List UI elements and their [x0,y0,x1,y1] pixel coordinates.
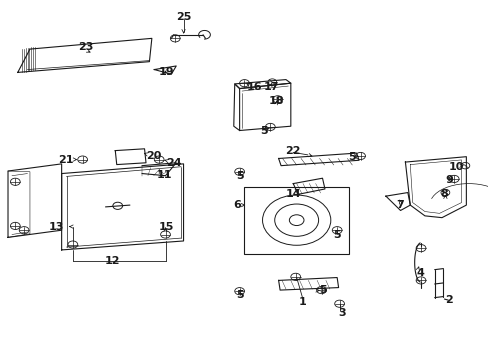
Text: 17: 17 [263,82,279,92]
Text: 13: 13 [49,222,64,231]
Text: 5: 5 [347,152,355,162]
Text: 14: 14 [285,189,301,199]
Text: 16: 16 [246,82,262,92]
Text: 25: 25 [176,12,191,22]
Text: 22: 22 [285,145,301,156]
Text: 8: 8 [440,189,447,199]
Text: 10: 10 [448,162,463,172]
Text: 11: 11 [156,170,171,180]
Text: 21: 21 [58,154,73,165]
Text: 4: 4 [415,267,423,278]
Text: 5: 5 [333,230,340,239]
Text: 5: 5 [235,171,243,181]
Text: 9: 9 [445,175,452,185]
Text: 12: 12 [105,256,121,266]
Text: 24: 24 [165,158,181,168]
Text: 23: 23 [78,42,94,52]
Text: 2: 2 [445,295,452,305]
Text: 5: 5 [235,291,243,301]
Text: 18: 18 [268,96,284,106]
Text: 19: 19 [158,67,174,77]
Text: 5: 5 [260,126,267,135]
Text: 20: 20 [146,150,162,161]
Text: 3: 3 [338,308,345,318]
Text: 5: 5 [318,285,325,296]
Text: 1: 1 [299,297,306,307]
Text: 15: 15 [159,222,174,231]
Text: 6: 6 [233,200,241,210]
Text: 7: 7 [396,200,404,210]
